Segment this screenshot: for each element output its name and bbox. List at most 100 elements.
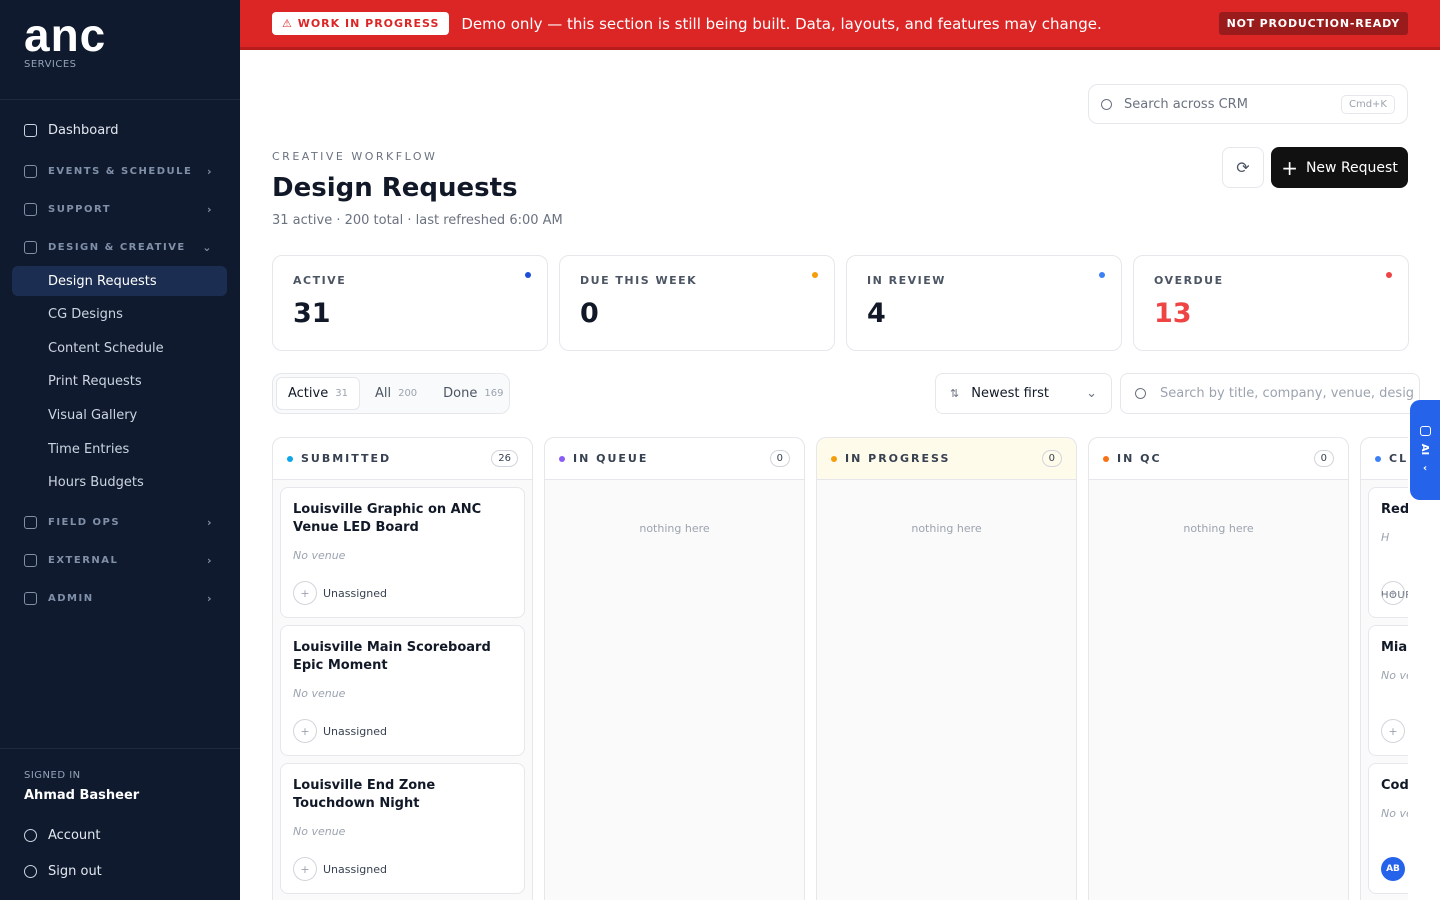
stat-label: IN REVIEW [867,274,946,287]
signed-in-label: SIGNED IN [24,770,81,781]
nav-section[interactable]: ADMIN › [12,583,227,613]
status-dot [1103,455,1109,462]
request-card[interactable]: Miam mocl No ve + [1368,625,1408,756]
nav-subitem[interactable]: Visual Gallery [48,407,138,423]
nav-subitem[interactable]: Content Schedule [48,340,164,356]
search-icon [1135,388,1146,399]
nav-section[interactable]: EXTERNAL › [12,545,227,575]
card-title: Louisville Main Scoreboard Epic Moment [293,640,491,673]
sort-select[interactable]: ⇅ Newest first ⌄ [935,373,1112,414]
card-title: Louisville End Zone Touchdown Night [293,778,436,811]
stat-card: OVERDUE 13 [1133,255,1409,351]
icon [24,164,37,178]
page-subtitle: 31 active · 200 total · last refreshed 6… [272,213,563,228]
sort-icon: ⇅ [950,387,960,400]
request-card[interactable]: Louisville End Zone Touchdown Night No ve… [280,763,525,894]
column-header: IN PROGRESS 0 [817,438,1076,480]
tab[interactable]: Active 31 [276,377,360,410]
stat-label: DUE THIS WEEK [580,274,698,287]
stat-value: 31 [293,298,331,329]
tab-count: 200 [398,388,418,399]
card-venue: No ve [1381,669,1408,682]
section-label: FIELD OPS [48,516,121,528]
nav-section[interactable]: SUPPORT › [12,194,227,224]
assignee: Unassigned [323,724,387,738]
status-dot [1375,455,1381,462]
nav-subitem[interactable]: CG Designs [48,307,123,323]
board: SUBMITTED 26 Louisville Graphic on ANC Ven… [240,53,1408,900]
assign-button[interactable]: + [1381,719,1405,743]
assign-button[interactable]: + [293,581,317,605]
card-assignee: AB [1381,857,1405,881]
kanban-column: IN QUEUE 0 nothing here [544,437,805,900]
ai-tab[interactable]: AI ‹ [1410,400,1440,500]
nav-link[interactable]: Account [12,820,227,850]
request-card[interactable]: Code No ve AB [1368,763,1408,894]
icon [24,591,37,605]
nav-subitem[interactable]: Time Entries [48,441,130,457]
request-card[interactable]: Louisville Graphic on ANC Venue LED Boar… [280,487,525,618]
assign-button[interactable]: + [1381,581,1405,605]
chevron: ⌄ [1086,386,1097,401]
nav-item[interactable]: Dashboard [12,115,227,145]
stat-dot [1386,272,1392,278]
card-venue: No venue [293,687,346,700]
card-title: Louisville Graphic on ANC Venue LED Boar… [293,502,482,535]
card-assignee: + Unassigned [293,719,387,743]
card-title: Code [1381,778,1408,793]
icon [24,828,37,842]
sidebar: anc SERVICES Dashboard EVENTS & SCHEDULE › SU… [0,0,240,900]
assignee: Unassigned [323,586,387,600]
kanban-column: SUBMITTED 26 Louisville Graphic on ANC Ven… [272,437,533,900]
nav-subitem[interactable]: Print Requests [48,374,142,390]
refresh-button[interactable]: ⟳ [1222,147,1264,188]
card-assignee: + Unassigned [293,581,387,605]
tab[interactable]: All 200 [364,377,428,410]
icon [24,202,37,216]
section-label: ADMIN [48,592,94,604]
icon [24,123,37,137]
stat-label: ACTIVE [293,274,347,287]
chevron: › [206,515,213,529]
wip-badge: ⚠ WORK IN PROGRESS [272,12,450,35]
nav-link[interactable]: Sign out [12,856,227,886]
stat-card: DUE THIS WEEK 0 [559,255,835,351]
empty-state: nothing here [911,522,982,535]
nav-subitem[interactable]: Design Requests [12,266,227,296]
stat-card: ACTIVE 31 [272,255,548,351]
new-request-button[interactable]: + New Request [1271,147,1408,188]
tab[interactable]: Done 169 [432,377,514,410]
nav-section[interactable]: FIELD OPS › [12,507,227,537]
assign-button[interactable]: + [293,857,317,881]
kanban-column: IN QC 0 nothing here [1088,437,1349,900]
column-count: 0 [1041,450,1062,467]
column-header: IN QUEUE 0 [545,438,804,480]
request-card[interactable]: Louisville Main Scoreboard Epic Moment No… [280,625,525,756]
filter-search[interactable]: Search by title, company, venue, desig [1120,373,1420,414]
card-title: Miam mocl [1381,640,1408,655]
card-venue: No venue [293,825,346,838]
status-dot [559,455,565,462]
nav-section[interactable]: EVENTS & SCHEDULE › [12,156,227,186]
section-label: EVENTS & SCHEDULE [48,165,193,177]
request-card[interactable]: Red centHHOUR+ [1368,487,1408,618]
icon [24,864,37,878]
banner-tag: NOT PRODUCTION-READY [1218,12,1408,35]
nav-section[interactable]: DESIGN & CREATIVE ⌄ [12,232,227,262]
icon [24,553,37,567]
assign-button[interactable]: + [293,719,317,743]
wip-banner: ⚠ WORK IN PROGRESS Demo only — this secti… [240,0,1440,50]
eyebrow: CREATIVE WORKFLOW [272,150,438,163]
nav-subitem[interactable]: Hours Budgets [48,475,144,491]
tab-count: 169 [484,388,504,399]
page-title: Design Requests [272,173,518,203]
crm-search[interactable]: Search across CRM Cmd+K [1088,84,1408,124]
chevron: › [206,553,213,567]
tab-count: 31 [335,388,348,399]
status-dot [831,455,837,462]
logo: anc [24,9,107,61]
column-name: IN QUEUE [573,452,649,465]
column-name: CLI [1389,452,1408,465]
stat-value: 4 [867,298,886,329]
